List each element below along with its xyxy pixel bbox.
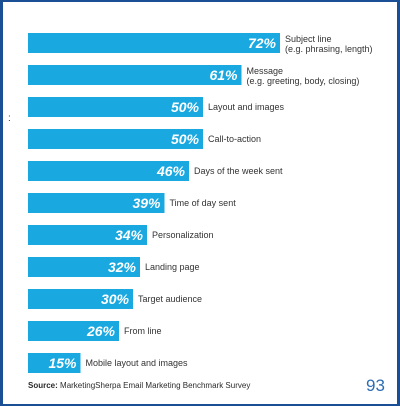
source-text: MarketingSherpa Email Marketing Benchmar… [60,381,251,390]
value-label-1: 61% [209,67,238,83]
bar-3 [28,129,203,149]
value-label-3: 50% [171,131,200,147]
category-label-3: Call-to-action [208,134,261,144]
bar-5 [28,193,165,213]
category-label-7: Landing page [145,262,200,272]
category-label-9: From line [124,326,162,336]
bar-7 [28,257,140,277]
bar-0 [28,33,280,53]
value-label-0: 72% [248,35,277,51]
category-label-4: Days of the week sent [194,166,283,176]
value-label-7: 32% [108,259,137,275]
value-label-9: 26% [86,323,116,339]
bar-1 [28,65,242,85]
source-note: Source: MarketingSherpa Email Marketing … [28,381,250,390]
category-label-5: Time of day sent [170,198,237,208]
category-label-0: Subject line (e.g. phrasing, length) [285,34,373,54]
bar-2 [28,97,203,117]
source-label: Source: [28,381,58,390]
category-label-1: Message (e.g. greeting, body, closing) [247,66,360,86]
page-number: 93 [366,376,385,395]
value-label-2: 50% [171,99,200,115]
value-label-10: 15% [48,355,77,371]
bar-8 [28,289,133,309]
category-label-2: Layout and images [208,102,285,112]
bar-9 [28,321,119,341]
value-label-4: 46% [156,163,186,179]
category-label-8: Target audience [138,294,202,304]
value-label-8: 30% [101,291,130,307]
side-mark: : [8,113,11,124]
value-label-5: 39% [132,195,161,211]
bar-6 [28,225,147,245]
bar-10 [28,353,81,373]
bar-4 [28,161,189,181]
value-label-6: 34% [115,227,144,243]
category-label-10: Mobile layout and images [86,358,189,368]
category-label-6: Personalization [152,230,214,240]
